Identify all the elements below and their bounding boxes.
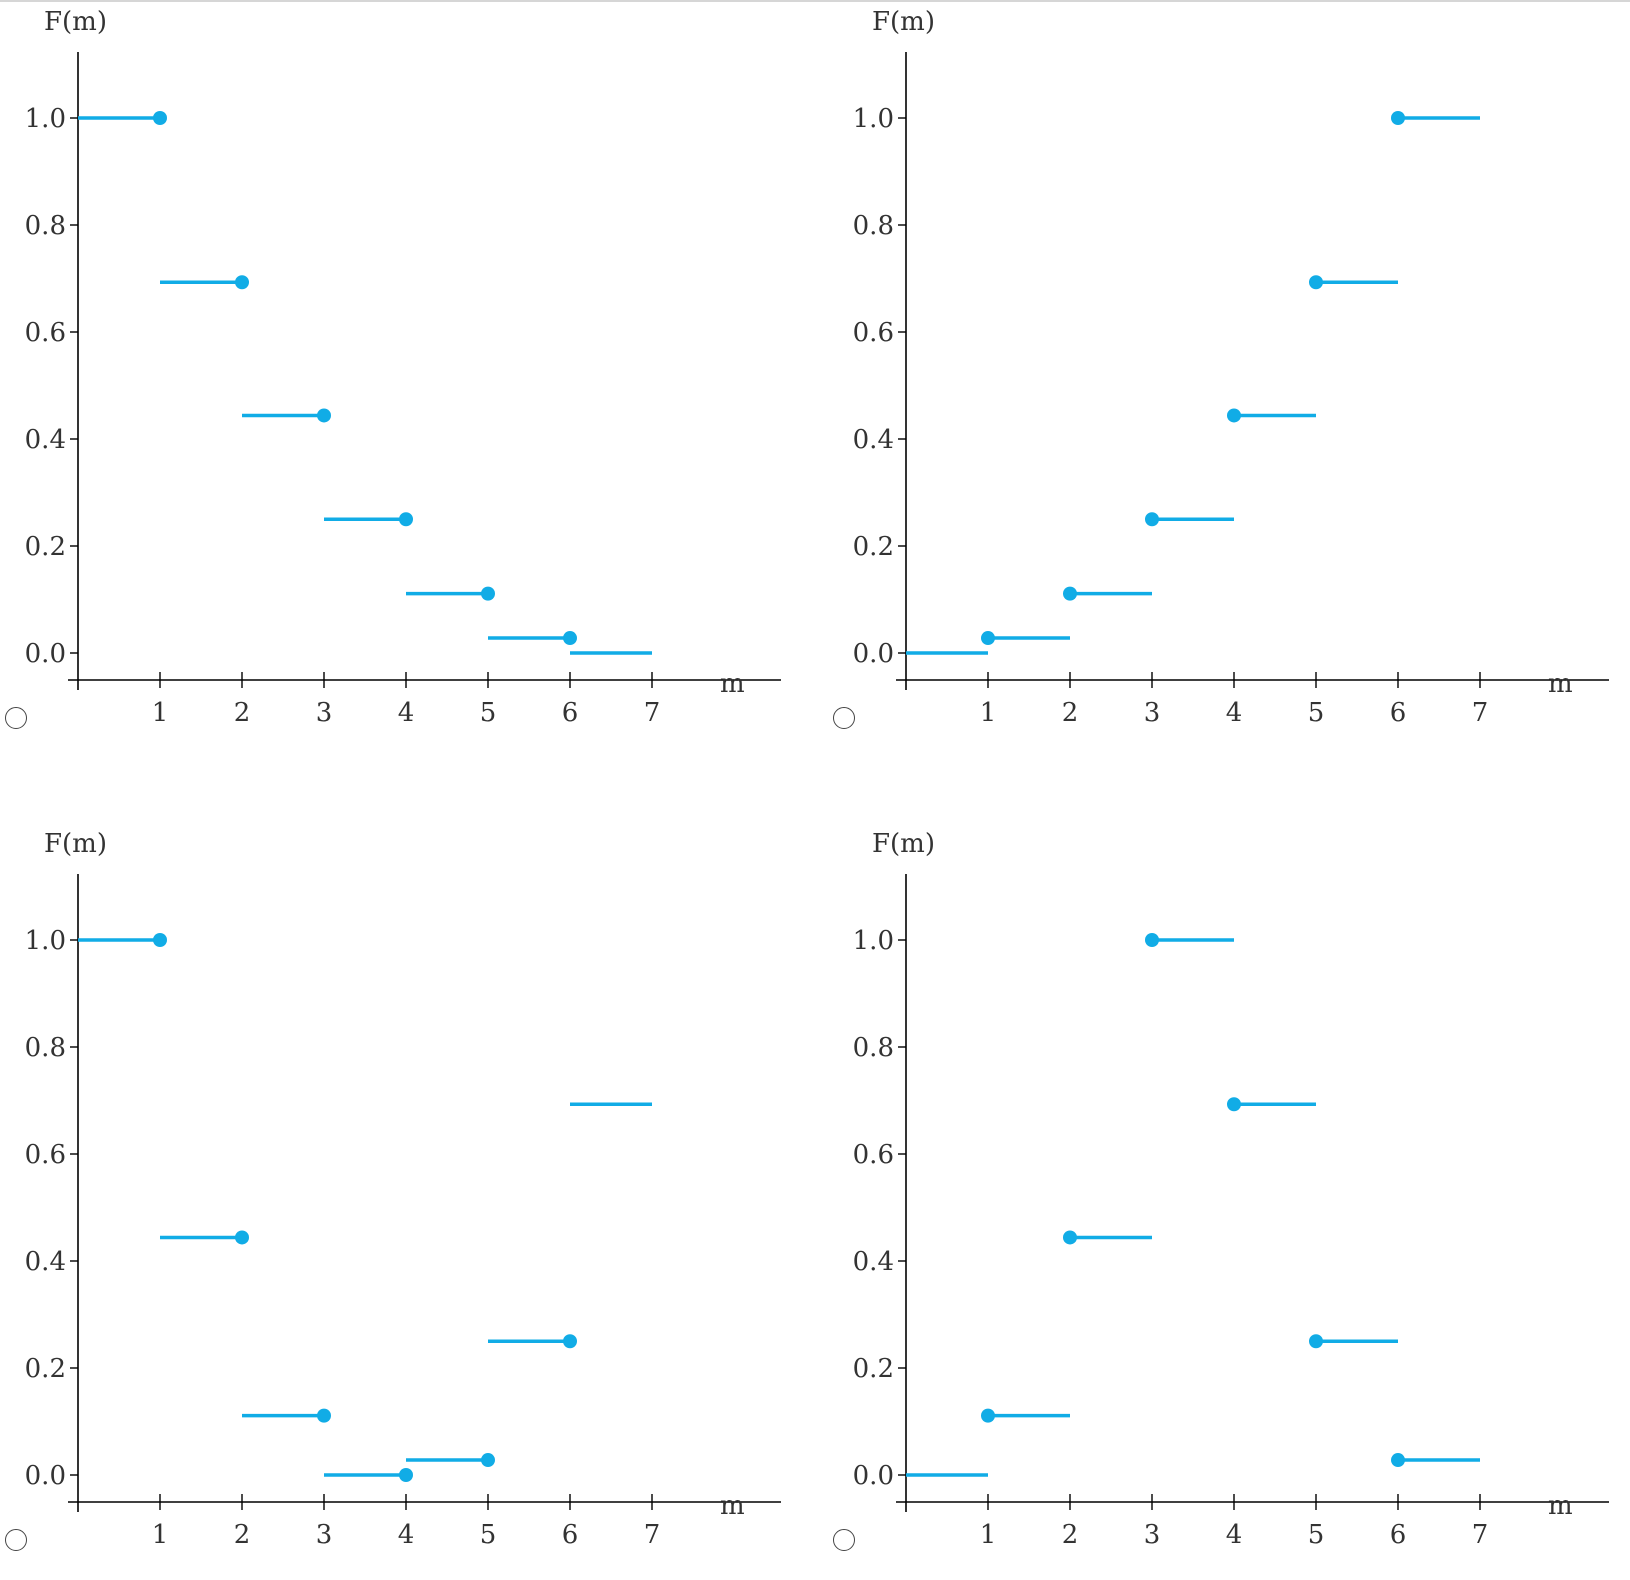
step-point (317, 408, 331, 423)
step-point (481, 586, 495, 601)
x-tick-label: 3 (1144, 698, 1161, 728)
step-point (1309, 1334, 1323, 1349)
x-tick-label: 4 (1226, 698, 1243, 728)
step-point (981, 631, 995, 646)
x-tick-label: 1 (152, 698, 169, 728)
step-point (1145, 512, 1159, 527)
x-tick-label: 6 (1390, 1520, 1407, 1550)
x-tick-label: 4 (398, 1520, 415, 1550)
radio-option-bottom-left[interactable] (5, 1529, 27, 1551)
step-point (1227, 408, 1241, 423)
step-point (235, 1230, 249, 1245)
x-tick-label: 4 (1226, 1520, 1243, 1550)
x-tick-label: 4 (398, 698, 415, 728)
y-tick-label: 0.0 (25, 639, 66, 669)
step-point (153, 933, 167, 947)
step-point (1063, 1230, 1077, 1245)
step-point (481, 1453, 495, 1468)
x-tick-label: 5 (480, 698, 497, 728)
x-tick-label: 1 (980, 1520, 997, 1550)
radio-option-top-right[interactable] (833, 707, 855, 729)
y-tick-label: 0.8 (25, 211, 66, 241)
step-point (981, 1408, 995, 1423)
radio-option-bottom-right[interactable] (833, 1529, 855, 1551)
step-point (1391, 1453, 1405, 1468)
y-tick-label: 0.2 (25, 532, 66, 562)
x-tick-label: 7 (1472, 1520, 1489, 1550)
y-tick-label: 0.4 (853, 425, 894, 455)
x-axis-label: m (1548, 669, 1573, 699)
y-tick-label: 0.8 (853, 211, 894, 241)
step-point (1227, 1097, 1241, 1112)
x-tick-label: 5 (1308, 1520, 1325, 1550)
x-tick-label: 6 (1390, 698, 1407, 728)
x-tick-label: 3 (316, 698, 333, 728)
y-tick-label: 0.2 (853, 1354, 894, 1384)
radio-option-top-left[interactable] (5, 707, 27, 729)
x-tick-label: 2 (1062, 698, 1079, 728)
y-tick-label: 0.4 (25, 1247, 66, 1277)
x-tick-label: 3 (316, 1520, 333, 1550)
x-tick-label: 1 (152, 1520, 169, 1550)
step-point (399, 1468, 413, 1482)
y-tick-label: 0.6 (853, 1140, 894, 1170)
x-tick-label: 3 (1144, 1520, 1161, 1550)
y-axis-label: F(m) (872, 829, 935, 859)
y-tick-label: 0.0 (853, 639, 894, 669)
x-tick-label: 2 (234, 1520, 251, 1550)
y-tick-label: 0.6 (25, 1140, 66, 1170)
x-tick-label: 1 (980, 698, 997, 728)
y-tick-label: 1.0 (25, 104, 66, 134)
step-point (399, 512, 413, 527)
x-tick-label: 2 (1062, 1520, 1079, 1550)
x-axis-label: m (720, 669, 745, 699)
x-axis-label: m (1548, 1491, 1573, 1521)
step-point (153, 111, 167, 125)
x-tick-label: 7 (1472, 698, 1489, 728)
step-point (1145, 933, 1159, 947)
x-tick-label: 6 (562, 698, 579, 728)
y-tick-label: 0.2 (853, 532, 894, 562)
step-point (563, 1334, 577, 1349)
y-tick-label: 0.2 (25, 1354, 66, 1384)
x-axis-label: m (720, 1491, 745, 1521)
step-point (317, 1408, 331, 1423)
step-point (1309, 275, 1323, 290)
x-tick-label: 6 (562, 1520, 579, 1550)
y-axis-label: F(m) (44, 7, 107, 37)
y-tick-label: 0.8 (25, 1033, 66, 1063)
x-tick-label: 7 (644, 698, 661, 728)
y-tick-label: 0.4 (25, 425, 66, 455)
step-point (235, 275, 249, 290)
top-border (0, 0, 1630, 2)
y-tick-label: 0.6 (25, 318, 66, 348)
step-point (1391, 111, 1405, 125)
y-tick-label: 1.0 (853, 926, 894, 956)
step-point (1063, 586, 1077, 601)
x-tick-label: 7 (644, 1520, 661, 1550)
y-axis-label: F(m) (872, 7, 935, 37)
y-tick-label: 0.8 (853, 1033, 894, 1063)
y-axis-label: F(m) (44, 829, 107, 859)
step-point (563, 631, 577, 646)
y-tick-label: 0.0 (25, 1461, 66, 1491)
y-tick-label: 1.0 (853, 104, 894, 134)
y-tick-label: 0.6 (853, 318, 894, 348)
y-tick-label: 0.0 (853, 1461, 894, 1491)
y-tick-label: 1.0 (25, 926, 66, 956)
x-tick-label: 5 (1308, 698, 1325, 728)
y-tick-label: 0.4 (853, 1247, 894, 1277)
x-tick-label: 2 (234, 698, 251, 728)
x-tick-label: 5 (480, 1520, 497, 1550)
